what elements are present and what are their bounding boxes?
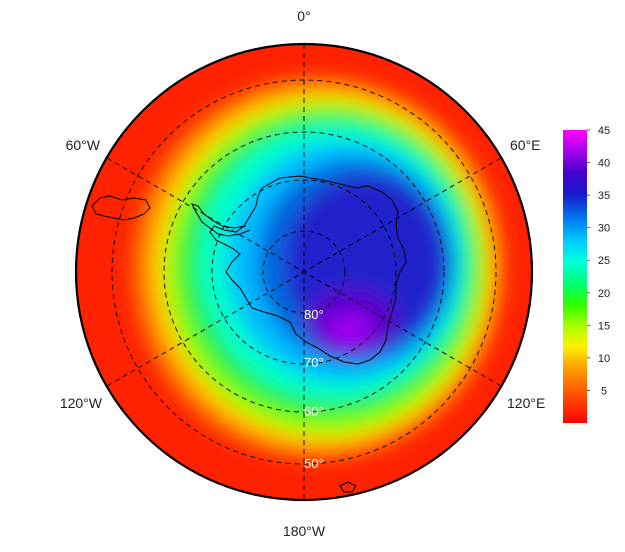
lon-label-120e: 120°E: [507, 395, 545, 411]
colorbar-tick-label: 30: [598, 223, 610, 235]
graticule: [106, 44, 502, 500]
lon-label-180w: 180°W: [283, 523, 326, 539]
colorbar-tick-label: 15: [598, 320, 610, 332]
colorbar-tick-label: 40: [598, 158, 610, 170]
map-boundary: [74, 42, 534, 502]
lon-label-0: 0°: [297, 8, 310, 24]
antarctica-outline: [209, 175, 407, 365]
colorbar-tick-label: 45: [598, 125, 610, 137]
lon-label-60w: 60°W: [66, 137, 101, 153]
latitude-labels: 80° 70° 60° 50°: [304, 307, 324, 471]
lon-label-60e: 60°E: [510, 137, 541, 153]
data-field: [76, 44, 532, 500]
meridian-120e-60w: [106, 157, 502, 387]
tasmania-outline: [339, 481, 357, 493]
colorbar-tick-label: 35: [598, 190, 610, 202]
lat-label-50: 50°: [304, 456, 324, 471]
lat-label-80: 80°: [304, 307, 324, 322]
colorbar-tick-label: 25: [598, 255, 610, 267]
colorbar-tick-label: 20: [598, 288, 610, 300]
colorbar-ticks: 5 10 15 20 25 30 35 40 45: [587, 125, 610, 397]
lat-circle-80: [262, 230, 346, 314]
colorbar-tick-label: 10: [598, 353, 610, 365]
longitude-labels: 0° 60°E 120°E 180°W 120°W 60°W: [60, 8, 545, 539]
colorbar: 5 10 15 20 25 30 35 40 45: [563, 125, 610, 423]
lon-label-120w: 120°W: [60, 395, 103, 411]
colorbar-gradient: [563, 130, 587, 423]
lat-label-60: 60°: [304, 404, 324, 419]
lat-label-70: 70°: [304, 355, 324, 370]
colorbar-tick-label: 5: [601, 385, 607, 397]
lat-circle-60: [163, 131, 445, 413]
south-america-tip-outline: [91, 195, 151, 221]
